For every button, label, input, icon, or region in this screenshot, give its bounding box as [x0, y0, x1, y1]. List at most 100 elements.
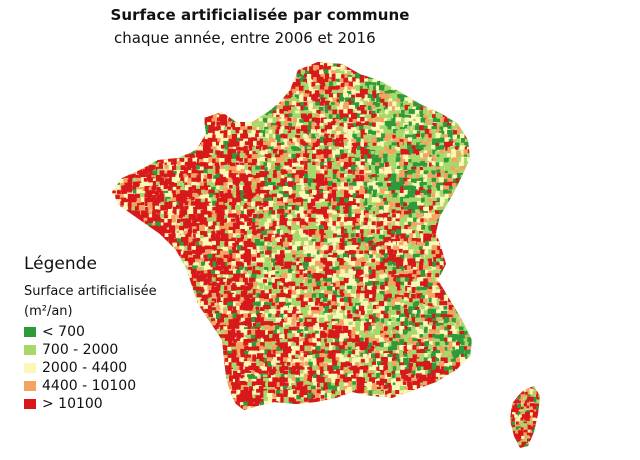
- commune-cell: [248, 142, 255, 149]
- commune-cell: [280, 254, 286, 260]
- commune-cell: [128, 229, 133, 234]
- commune-cell: [355, 229, 361, 235]
- commune-cell: [407, 221, 412, 226]
- commune-cell: [120, 242, 127, 249]
- commune-cell: [383, 65, 388, 70]
- commune-cell: [144, 220, 149, 225]
- commune-cell: [323, 94, 331, 101]
- commune-cell: [216, 245, 223, 252]
- commune-cell: [454, 210, 460, 215]
- commune-cell: [115, 166, 121, 172]
- commune-cell: [337, 217, 342, 222]
- commune-cell: [470, 94, 472, 99]
- commune-cell: [200, 102, 205, 107]
- commune-cell: [363, 125, 368, 129]
- commune-cell: [160, 105, 166, 111]
- commune-cell: [404, 210, 409, 216]
- commune-cell: [371, 82, 377, 88]
- commune-cell: [294, 113, 301, 120]
- commune-cell: [384, 86, 390, 92]
- commune-cell: [180, 257, 185, 263]
- commune-cell: [364, 121, 369, 126]
- commune-cell: [224, 222, 231, 229]
- commune-cell: [175, 129, 180, 134]
- commune-cell: [379, 153, 384, 159]
- commune-cell: [160, 130, 166, 136]
- commune-cell: [216, 230, 221, 236]
- commune-cell: [196, 113, 202, 119]
- commune-cell: [415, 66, 420, 71]
- commune-cell: [434, 151, 441, 157]
- commune-cell: [427, 193, 432, 197]
- commune-cell: [393, 250, 397, 254]
- commune-cell: [327, 129, 334, 137]
- commune-cell: [126, 78, 132, 83]
- commune-cell: [359, 62, 366, 65]
- commune-cell: [256, 228, 262, 234]
- commune-cell: [116, 147, 121, 152]
- commune-cell: [188, 193, 195, 199]
- commune-cell: [423, 115, 429, 121]
- commune-cell: [302, 261, 310, 268]
- commune-cell: [280, 78, 285, 82]
- commune-cell: [235, 178, 241, 184]
- commune-cell: [140, 76, 144, 81]
- commune-cell: [435, 143, 440, 147]
- commune-cell: [463, 62, 469, 68]
- commune-cell: [455, 169, 462, 176]
- commune-cell: [440, 117, 445, 122]
- commune-cell: [419, 205, 425, 211]
- commune-cell: [399, 177, 406, 184]
- commune-cell: [436, 73, 443, 80]
- commune-cell: [207, 81, 213, 88]
- commune-cell: [356, 118, 362, 123]
- commune-cell: [171, 78, 178, 86]
- commune-cell: [420, 117, 426, 124]
- commune-cell: [309, 66, 313, 71]
- commune-cell: [112, 229, 117, 234]
- commune-cell: [415, 145, 422, 152]
- commune-cell: [212, 97, 219, 104]
- commune-cell: [196, 226, 202, 232]
- commune-cell: [423, 62, 430, 68]
- commune-cell: [212, 165, 218, 171]
- commune-cell: [447, 62, 452, 67]
- commune-cell: [133, 81, 138, 86]
- commune-cell: [323, 122, 327, 127]
- commune-cell: [211, 154, 217, 160]
- commune-cell: [353, 185, 358, 191]
- commune-cell: [295, 86, 302, 93]
- commune-cell: [435, 269, 441, 275]
- commune-cell: [212, 190, 220, 197]
- commune-cell: [176, 85, 183, 92]
- commune-cell: [231, 166, 237, 172]
- commune-cell: [242, 129, 249, 136]
- commune-cell: [439, 223, 445, 229]
- commune-cell: [364, 145, 370, 151]
- commune-cell: [131, 99, 137, 104]
- commune-cell: [273, 230, 278, 235]
- commune-cell: [252, 189, 256, 193]
- commune-cell: [380, 74, 385, 79]
- commune-cell: [279, 108, 284, 114]
- commune-cell: [119, 113, 125, 118]
- commune-cell: [216, 217, 222, 223]
- commune-cell: [172, 108, 178, 115]
- commune-cell: [367, 221, 372, 226]
- commune-cell: [108, 230, 112, 234]
- commune-cell: [342, 92, 349, 99]
- commune-cell: [368, 210, 374, 215]
- commune-cell: [152, 62, 158, 67]
- commune-cell: [316, 257, 323, 264]
- commune-cell: [112, 175, 119, 182]
- commune-cell: [331, 178, 338, 185]
- commune-cell: [333, 187, 338, 192]
- commune-cell: [251, 137, 257, 143]
- commune-cell: [407, 106, 413, 111]
- commune-cell: [392, 97, 398, 103]
- commune-cell: [363, 229, 371, 236]
- commune-cell: [318, 178, 325, 185]
- commune-cell: [423, 201, 431, 209]
- commune-cell: [352, 62, 357, 64]
- commune-cell: [242, 65, 248, 70]
